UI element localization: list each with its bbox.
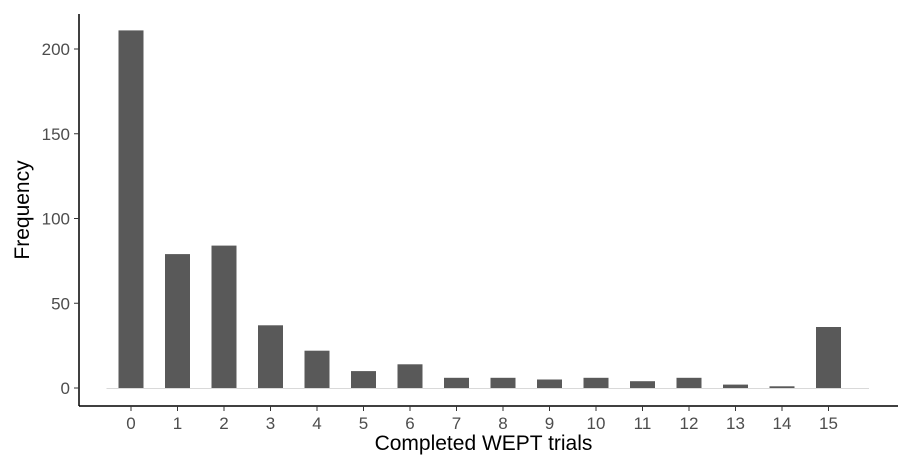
y-axis: 0 50 100 150 200 bbox=[42, 14, 80, 406]
x-axis: 0 1 2 3 4 5 6 7 8 9 10 11 12 13 14 15 bbox=[79, 405, 898, 433]
x-tick-label: 11 bbox=[634, 414, 652, 433]
y-tick-label: 0 bbox=[61, 379, 70, 398]
bar-2 bbox=[211, 245, 237, 388]
bar-7 bbox=[444, 377, 469, 388]
bar-12 bbox=[676, 377, 702, 388]
x-tick-label: 9 bbox=[545, 414, 554, 433]
x-tick-label: 3 bbox=[266, 414, 275, 433]
bar-10 bbox=[583, 377, 609, 388]
x-tick-label: 13 bbox=[726, 414, 745, 433]
x-tick-label: 0 bbox=[126, 414, 135, 433]
bar-9 bbox=[537, 379, 562, 388]
x-tick-label: 6 bbox=[405, 414, 414, 433]
y-tick-label: 150 bbox=[42, 125, 70, 144]
bars-group bbox=[118, 30, 841, 389]
bar-6 bbox=[397, 364, 423, 388]
x-tick-label: 10 bbox=[587, 414, 606, 433]
y-tick-label: 100 bbox=[42, 210, 70, 229]
x-tick-label: 4 bbox=[312, 414, 321, 433]
x-tick-label: 5 bbox=[359, 414, 368, 433]
bar-15 bbox=[816, 327, 841, 388]
bar-0 bbox=[118, 30, 144, 389]
bar-4 bbox=[304, 350, 330, 388]
y-axis-title: Frequency bbox=[11, 160, 34, 260]
bar-8 bbox=[490, 377, 516, 388]
x-axis-title: Completed WEPT trials bbox=[375, 432, 593, 455]
x-tick-label: 2 bbox=[219, 414, 228, 433]
bar-3 bbox=[258, 325, 283, 388]
x-tick-label: 7 bbox=[452, 414, 461, 433]
x-tick-label: 14 bbox=[773, 414, 792, 433]
bar-1 bbox=[165, 254, 190, 388]
bar-5 bbox=[351, 371, 376, 388]
y-tick-label: 200 bbox=[42, 40, 70, 59]
y-tick-label: 50 bbox=[51, 294, 70, 313]
x-tick-label: 8 bbox=[498, 414, 507, 433]
bar-11 bbox=[630, 381, 655, 388]
bar-13 bbox=[723, 384, 748, 388]
x-tick-label: 1 bbox=[173, 414, 182, 433]
x-tick-label: 12 bbox=[680, 414, 699, 433]
bar-14 bbox=[769, 386, 795, 388]
x-tick-label: 15 bbox=[819, 414, 838, 433]
